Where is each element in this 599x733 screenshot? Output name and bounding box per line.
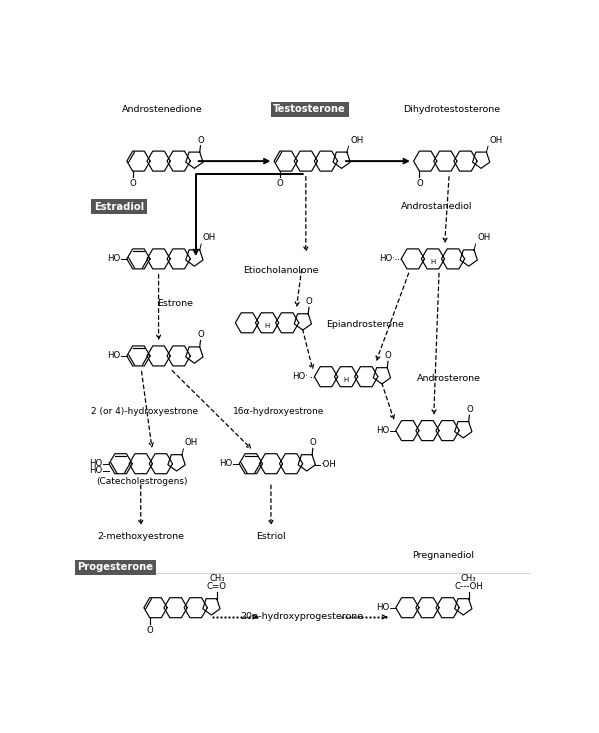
Text: CH₃: CH₃ — [209, 573, 225, 583]
Text: HO·: HO· — [292, 372, 308, 381]
Text: Etiocholanolone: Etiocholanolone — [243, 266, 319, 276]
Text: O: O — [197, 136, 204, 144]
Text: HO: HO — [107, 351, 120, 361]
Text: O: O — [129, 179, 136, 188]
Text: CH₃: CH₃ — [461, 573, 476, 583]
Text: Testosterone: Testosterone — [273, 104, 346, 114]
Text: 16α-hydroxyestrone: 16α-hydroxyestrone — [233, 408, 325, 416]
Text: HO: HO — [220, 459, 233, 468]
Text: O: O — [310, 438, 316, 447]
Text: Dihydrotestosterone: Dihydrotestosterone — [403, 105, 500, 114]
Text: ·OH: ·OH — [320, 460, 337, 469]
Text: HO·: HO· — [379, 254, 395, 263]
Text: C=O: C=O — [207, 582, 227, 592]
Text: O: O — [385, 351, 391, 360]
Text: O: O — [197, 331, 204, 339]
Text: O: O — [146, 626, 153, 635]
Text: H: H — [430, 259, 435, 265]
Text: Progesterone: Progesterone — [77, 562, 153, 572]
Text: OH: OH — [203, 233, 216, 243]
Text: HO: HO — [107, 254, 120, 263]
Text: H: H — [343, 377, 349, 383]
Text: O: O — [416, 179, 423, 188]
Text: HO: HO — [89, 459, 102, 468]
Text: C---OH: C---OH — [454, 582, 483, 592]
Text: Pregnanediol: Pregnanediol — [412, 551, 474, 560]
Text: 2-methoxyestrone: 2-methoxyestrone — [97, 531, 184, 541]
Text: OH: OH — [489, 136, 503, 144]
Text: OH: OH — [350, 136, 364, 144]
Text: Androstanediol: Androstanediol — [401, 202, 473, 211]
Text: Estradiol: Estradiol — [94, 202, 144, 212]
Text: 20α-hydroxyprogesterone: 20α-hydroxyprogesterone — [240, 613, 363, 622]
Text: HO: HO — [376, 426, 389, 435]
Text: (Catecholestrogens): (Catecholestrogens) — [96, 476, 188, 485]
Text: Estrone: Estrone — [158, 300, 193, 309]
Text: OH: OH — [477, 233, 491, 243]
Text: Androsterone: Androsterone — [417, 374, 481, 383]
Text: Estriol: Estriol — [256, 531, 286, 541]
Text: O: O — [466, 405, 473, 414]
Text: Epiandrosterone: Epiandrosterone — [326, 320, 404, 329]
Text: OH: OH — [185, 438, 198, 447]
Text: H: H — [264, 323, 270, 328]
Text: O: O — [305, 298, 312, 306]
Text: HO: HO — [376, 603, 389, 612]
Text: 2 (or 4)-hydroxyestrone: 2 (or 4)-hydroxyestrone — [91, 408, 198, 416]
Text: HO: HO — [89, 466, 102, 475]
Text: O: O — [277, 179, 283, 188]
Text: Androstenedione: Androstenedione — [122, 105, 203, 114]
